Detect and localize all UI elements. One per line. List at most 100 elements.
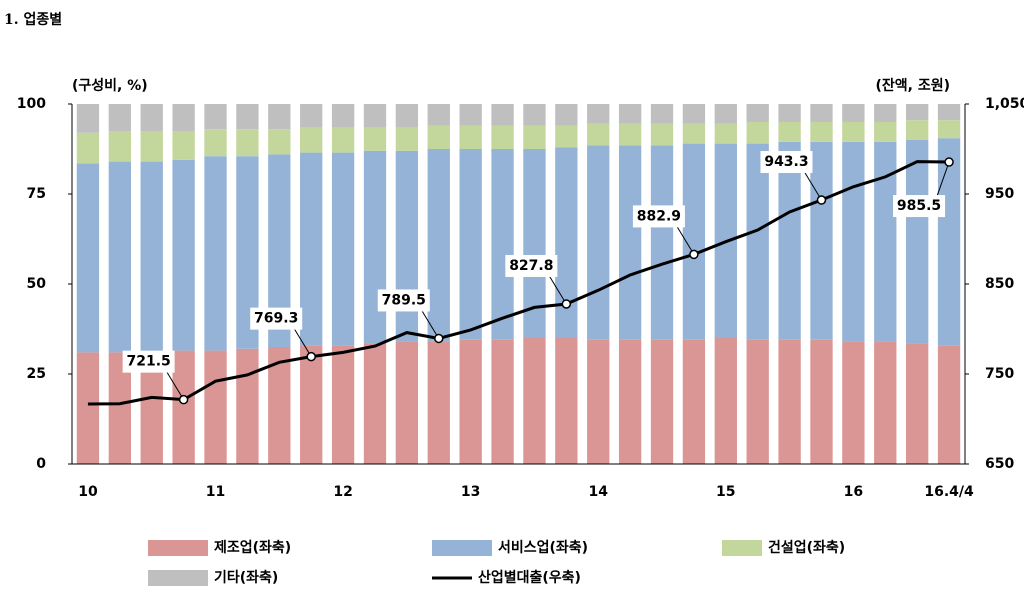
line-point — [816, 195, 827, 205]
y-tick-label: 100 — [17, 96, 46, 112]
bar-segment — [587, 123, 610, 146]
bar-segment — [331, 345, 355, 464]
bar-segment — [523, 338, 546, 464]
bar-segment — [555, 338, 578, 464]
bar-segment — [491, 149, 514, 340]
bar-segment — [618, 339, 642, 464]
bar-segment — [172, 350, 195, 464]
bar-segment — [778, 104, 801, 122]
bar-segment — [204, 104, 227, 130]
bar-segment — [236, 129, 259, 157]
legend-label: 서비스업(좌축) — [498, 540, 588, 556]
bar-segment — [905, 120, 929, 140]
bar-segment — [555, 147, 578, 338]
bar-segment — [810, 104, 833, 122]
bar-segment — [523, 149, 546, 338]
bar-segment — [523, 125, 546, 149]
x-tick-label: 16.4/4 — [924, 484, 974, 500]
bar-segment — [874, 141, 897, 342]
bar-segment — [587, 104, 610, 124]
bar-segment — [459, 149, 482, 340]
bar-segment — [810, 339, 833, 464]
label-box — [893, 195, 946, 218]
chart-title: 1. 업종별 — [4, 11, 62, 28]
bar-segment — [746, 339, 769, 464]
legend-label: 건설업(좌축) — [768, 539, 845, 556]
bar-segment — [300, 104, 323, 128]
data-label: 985.5 — [897, 198, 941, 214]
x-tick-label: 11 — [206, 484, 225, 500]
label-box — [250, 307, 303, 330]
bar-segment — [363, 150, 387, 344]
bar-segment — [618, 123, 642, 146]
y2-tick-label: 1,050 — [985, 96, 1024, 112]
y-tick-label: 50 — [27, 276, 47, 292]
x-tick-label: 10 — [78, 484, 98, 500]
bar-segment — [108, 161, 132, 353]
label-box — [505, 254, 558, 277]
bar-segment — [650, 104, 674, 124]
bar-segment — [172, 131, 195, 160]
bar-segment — [268, 129, 291, 155]
line-point — [434, 333, 444, 344]
bar-segment — [108, 131, 132, 162]
leader-line — [804, 171, 822, 201]
bar-segment — [714, 104, 737, 124]
data-label: 789.5 — [382, 292, 426, 308]
bar-segment — [746, 143, 769, 340]
bar-segment — [140, 104, 163, 131]
bar-segment — [172, 104, 195, 131]
bar-segment — [300, 345, 323, 464]
bar-segment — [427, 149, 450, 342]
bar-segment — [778, 141, 801, 340]
leader-line — [421, 310, 440, 339]
bar-segment — [459, 125, 482, 149]
bar-segment — [140, 131, 163, 162]
legend-label: 산업별대출(우축) — [478, 569, 581, 586]
leader-line — [936, 161, 950, 197]
bar-segment — [937, 345, 961, 464]
x-tick-label: 15 — [716, 484, 735, 500]
bar-segment — [331, 127, 355, 153]
bar-segment — [427, 341, 450, 464]
data-label: 721.5 — [126, 354, 170, 370]
bar-segment — [874, 104, 897, 122]
bar-segment — [682, 339, 706, 464]
bar-segment — [905, 140, 929, 344]
y2-tick-label: 650 — [985, 456, 1014, 472]
bar-segment — [395, 127, 419, 151]
bar-segment — [268, 347, 291, 464]
line-point — [561, 299, 572, 309]
bar-segment — [650, 123, 674, 146]
bar-segment — [331, 152, 355, 346]
bar-segment — [746, 104, 769, 122]
bar-segment — [650, 339, 674, 464]
bar-segment — [300, 152, 323, 346]
label-box — [122, 350, 175, 373]
bar-segment — [714, 338, 737, 464]
bar-segment — [682, 104, 706, 124]
bar-segment — [268, 154, 291, 347]
bar-segment — [459, 104, 482, 126]
bar-segment — [491, 125, 514, 149]
bar-segment — [363, 127, 387, 151]
bar-segment — [300, 127, 323, 153]
bar-segment — [395, 341, 419, 464]
leader-line — [293, 328, 312, 357]
bar-segment — [76, 163, 100, 353]
line-point — [306, 351, 316, 362]
bar-segment — [555, 125, 578, 148]
y2-tick-label: 750 — [985, 366, 1014, 382]
bar-segment — [140, 161, 163, 353]
bar-segment — [618, 145, 642, 340]
x-tick-label: 16 — [844, 484, 863, 500]
bar-segment — [523, 104, 546, 126]
x-tick-label: 12 — [333, 484, 352, 500]
y2-tick-label: 850 — [985, 276, 1014, 292]
line-series — [87, 160, 950, 406]
bar-segment — [236, 156, 259, 349]
legend-label: 기타(좌축) — [214, 570, 278, 586]
bar-segment — [427, 125, 450, 149]
data-label: 769.3 — [254, 311, 298, 327]
